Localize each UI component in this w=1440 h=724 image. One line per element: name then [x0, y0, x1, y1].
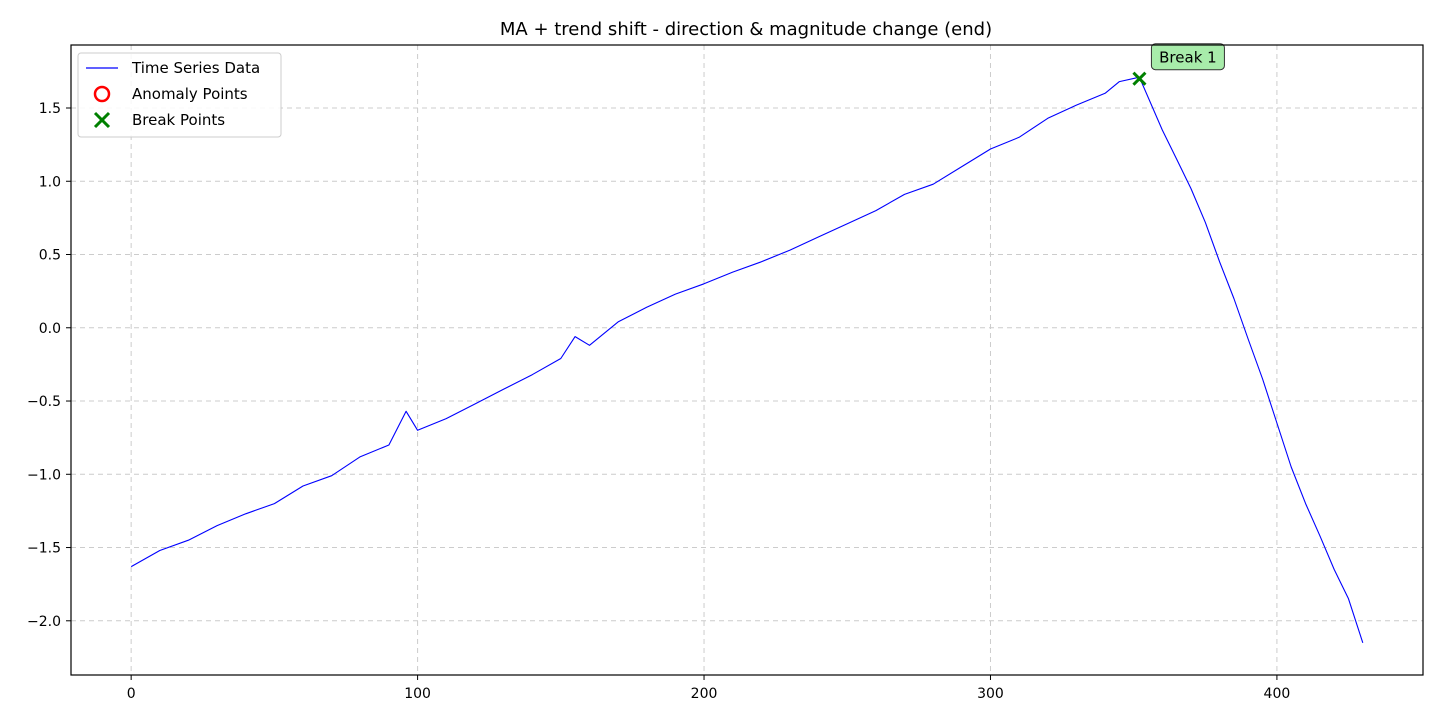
y-tick-label: 0.5	[39, 248, 61, 264]
break-point-marker	[1132, 71, 1147, 86]
x-tick-label: 200	[691, 686, 718, 702]
legend-x-swatch	[93, 111, 111, 129]
y-tick-label: 1.0	[39, 174, 61, 190]
ticks-layer: 0 100 200 300 400 −2.0 −1.5 −1.0 −0.5 0.0 0.5 1.0 1.…	[27, 101, 1290, 702]
x-tick-label: 300	[977, 686, 1004, 702]
y-tick-label: −2.0	[27, 614, 61, 630]
series-line	[130, 76, 1364, 643]
plot-frame	[70, 44, 1424, 676]
legend-label: Break Points	[132, 111, 225, 129]
legend-label: Time Series Data	[131, 59, 260, 77]
break-label-text: Break 1	[1159, 49, 1217, 67]
y-tick-label: −0.5	[27, 394, 61, 410]
break-point-x-stroke	[1132, 71, 1147, 86]
x-tick-label: 0	[127, 686, 136, 702]
markers-layer: Break 1	[1132, 43, 1225, 86]
legend: Time Series Data Anomaly Points Break Poin…	[77, 52, 282, 138]
legend-label: Anomaly Points	[132, 85, 248, 103]
y-tick-label: 0.0	[39, 321, 61, 337]
legend-box	[77, 52, 282, 138]
chart-title: MA + trend shift - direction & magnitude…	[500, 19, 992, 40]
x-tick-label: 400	[1264, 686, 1291, 702]
break-label-box	[1150, 43, 1225, 71]
series-layer	[130, 76, 1364, 643]
y-tick-label: −1.5	[27, 541, 61, 557]
y-tick-label: −1.0	[27, 467, 61, 483]
break-point-label: Break 1	[1150, 43, 1225, 71]
y-tick-label: 1.5	[39, 101, 61, 117]
legend-circle-swatch	[93, 85, 111, 103]
x-tick-label: 100	[404, 686, 431, 702]
grid-layer	[71, 45, 1423, 675]
